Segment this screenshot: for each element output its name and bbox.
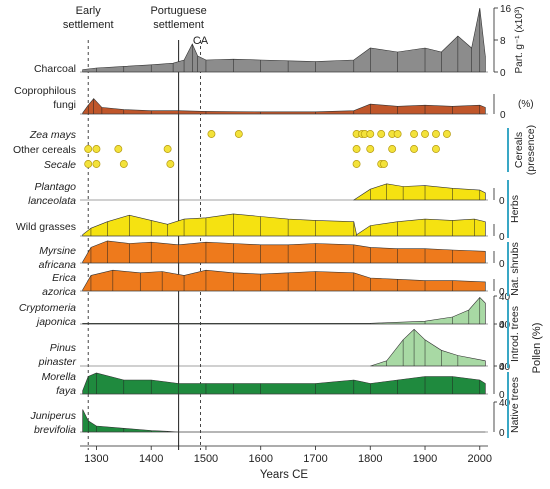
cereal-dot bbox=[163, 145, 172, 153]
cereal-dot bbox=[366, 130, 375, 138]
cereal-dot bbox=[432, 145, 440, 153]
cereal-dot bbox=[366, 145, 375, 153]
scale-unit: Part. g⁻¹ (x10³) bbox=[514, 7, 525, 74]
scale-label: 0 bbox=[499, 287, 505, 298]
panel-label-plantago: lanceolata bbox=[28, 195, 76, 207]
cereal-dot bbox=[352, 160, 361, 168]
cereal-dot bbox=[352, 145, 361, 153]
panel-label-erica: Erica bbox=[52, 272, 76, 284]
x-tick-label: 1700 bbox=[303, 453, 327, 465]
cereal-dot bbox=[84, 145, 93, 153]
area-pinus bbox=[370, 328, 486, 367]
group-label-herbs: Herbs bbox=[509, 195, 521, 223]
scale-unit: (%) bbox=[518, 99, 534, 110]
cereal-dot bbox=[442, 130, 451, 138]
panel-label-erica: azorica bbox=[42, 286, 76, 298]
cereal-dot bbox=[207, 130, 216, 138]
scale-label: 16 bbox=[500, 4, 512, 15]
scale-label: 0 bbox=[499, 390, 505, 401]
x-tick-label: 1400 bbox=[139, 453, 163, 465]
cereal-dot bbox=[421, 130, 429, 138]
cereal-dot bbox=[92, 145, 101, 153]
area-cryptomeria bbox=[82, 296, 486, 325]
scale-label: 0 bbox=[499, 320, 505, 331]
cereal-dot bbox=[393, 130, 402, 138]
cereal-label: Other cereals bbox=[13, 144, 76, 156]
x-axis-title: Years CE bbox=[260, 469, 308, 481]
cereal-label: Secale bbox=[44, 159, 76, 171]
group-label-introduced: Introd. trees bbox=[509, 306, 521, 362]
scale-label: 40 bbox=[499, 362, 511, 373]
group-label-cereals: Cereals bbox=[513, 132, 525, 168]
panel-label-charcoal: Charcoal bbox=[34, 63, 76, 75]
area-myrsine bbox=[82, 240, 486, 264]
scale-label: 8 bbox=[500, 36, 506, 47]
cereal-dot bbox=[379, 160, 388, 168]
cereal-dot bbox=[377, 130, 386, 138]
cereal-dot bbox=[388, 145, 397, 153]
x-tick-label: 1900 bbox=[413, 453, 437, 465]
cereal-dot bbox=[114, 145, 123, 153]
scale-label: 0 bbox=[500, 110, 506, 121]
cereal-dot bbox=[234, 130, 243, 138]
panel-label-fungi: Coprophilous bbox=[14, 85, 76, 97]
x-tick-label: 1500 bbox=[194, 453, 218, 465]
scale-label: 0 bbox=[499, 232, 505, 243]
x-tick-label: 1600 bbox=[248, 453, 272, 465]
event-label: settlement bbox=[153, 19, 204, 31]
cereal-dot bbox=[410, 145, 419, 153]
cereal-dot bbox=[119, 160, 128, 168]
group-label-shrubs: Nat. shrubs bbox=[509, 242, 521, 296]
scale-label: 40 bbox=[499, 320, 511, 331]
scale-label: 0 bbox=[499, 362, 505, 373]
cereal-dot bbox=[84, 160, 93, 168]
event-label: settlement bbox=[63, 19, 114, 31]
panel-label-cryptomeria: japonica bbox=[35, 316, 76, 328]
event-label: Early bbox=[76, 5, 102, 17]
panel-label-plantago: Plantago bbox=[35, 181, 77, 193]
panel-label-juniperus: Juniperus bbox=[29, 410, 76, 422]
cereal-dot bbox=[432, 130, 440, 138]
event-label: CA bbox=[193, 35, 209, 47]
pollen-unit: Pollen (%) bbox=[531, 323, 543, 374]
area-juniperus bbox=[82, 409, 486, 433]
panel-label-fungi: fungi bbox=[53, 99, 76, 111]
cereal-label: Zea mays bbox=[29, 129, 77, 141]
panel-label-morella: faya bbox=[56, 385, 76, 397]
panel-label-juniperus: brevifolia bbox=[34, 424, 76, 436]
scale-label: 40 bbox=[499, 292, 511, 303]
scale-label: 0 bbox=[500, 68, 506, 79]
x-tick-label: 1800 bbox=[358, 453, 382, 465]
cereal-dot bbox=[92, 160, 101, 168]
panel-label-pinus: pinaster bbox=[38, 356, 77, 368]
cereal-dot bbox=[166, 160, 175, 168]
event-label: Portuguese bbox=[150, 5, 206, 17]
scale-label: 0 bbox=[499, 196, 505, 207]
scale-label: 0 bbox=[499, 428, 505, 439]
panel-label-myrsine: Myrsine bbox=[39, 245, 76, 257]
panel-label-pinus: Pinus bbox=[50, 342, 77, 354]
cereal-dot bbox=[410, 130, 419, 138]
panel-label-wild_grasses: Wild grasses bbox=[16, 221, 76, 233]
panel-label-cryptomeria: Cryptomeria bbox=[19, 302, 76, 314]
scale-label: 0 bbox=[499, 259, 505, 270]
scale-label: 40 bbox=[499, 398, 511, 409]
area-morella bbox=[82, 372, 486, 395]
group-label-native: Native trees bbox=[509, 377, 521, 433]
panel-label-myrsine: africana bbox=[39, 259, 77, 271]
panel-label-morella: Morella bbox=[42, 371, 77, 383]
group-label-cereals: (presence) bbox=[525, 125, 537, 175]
area-erica bbox=[82, 269, 486, 292]
x-tick-label: 2000 bbox=[468, 453, 492, 465]
area-plantago bbox=[352, 183, 486, 201]
area-fungi bbox=[82, 98, 486, 115]
x-tick-label: 1300 bbox=[84, 453, 108, 465]
